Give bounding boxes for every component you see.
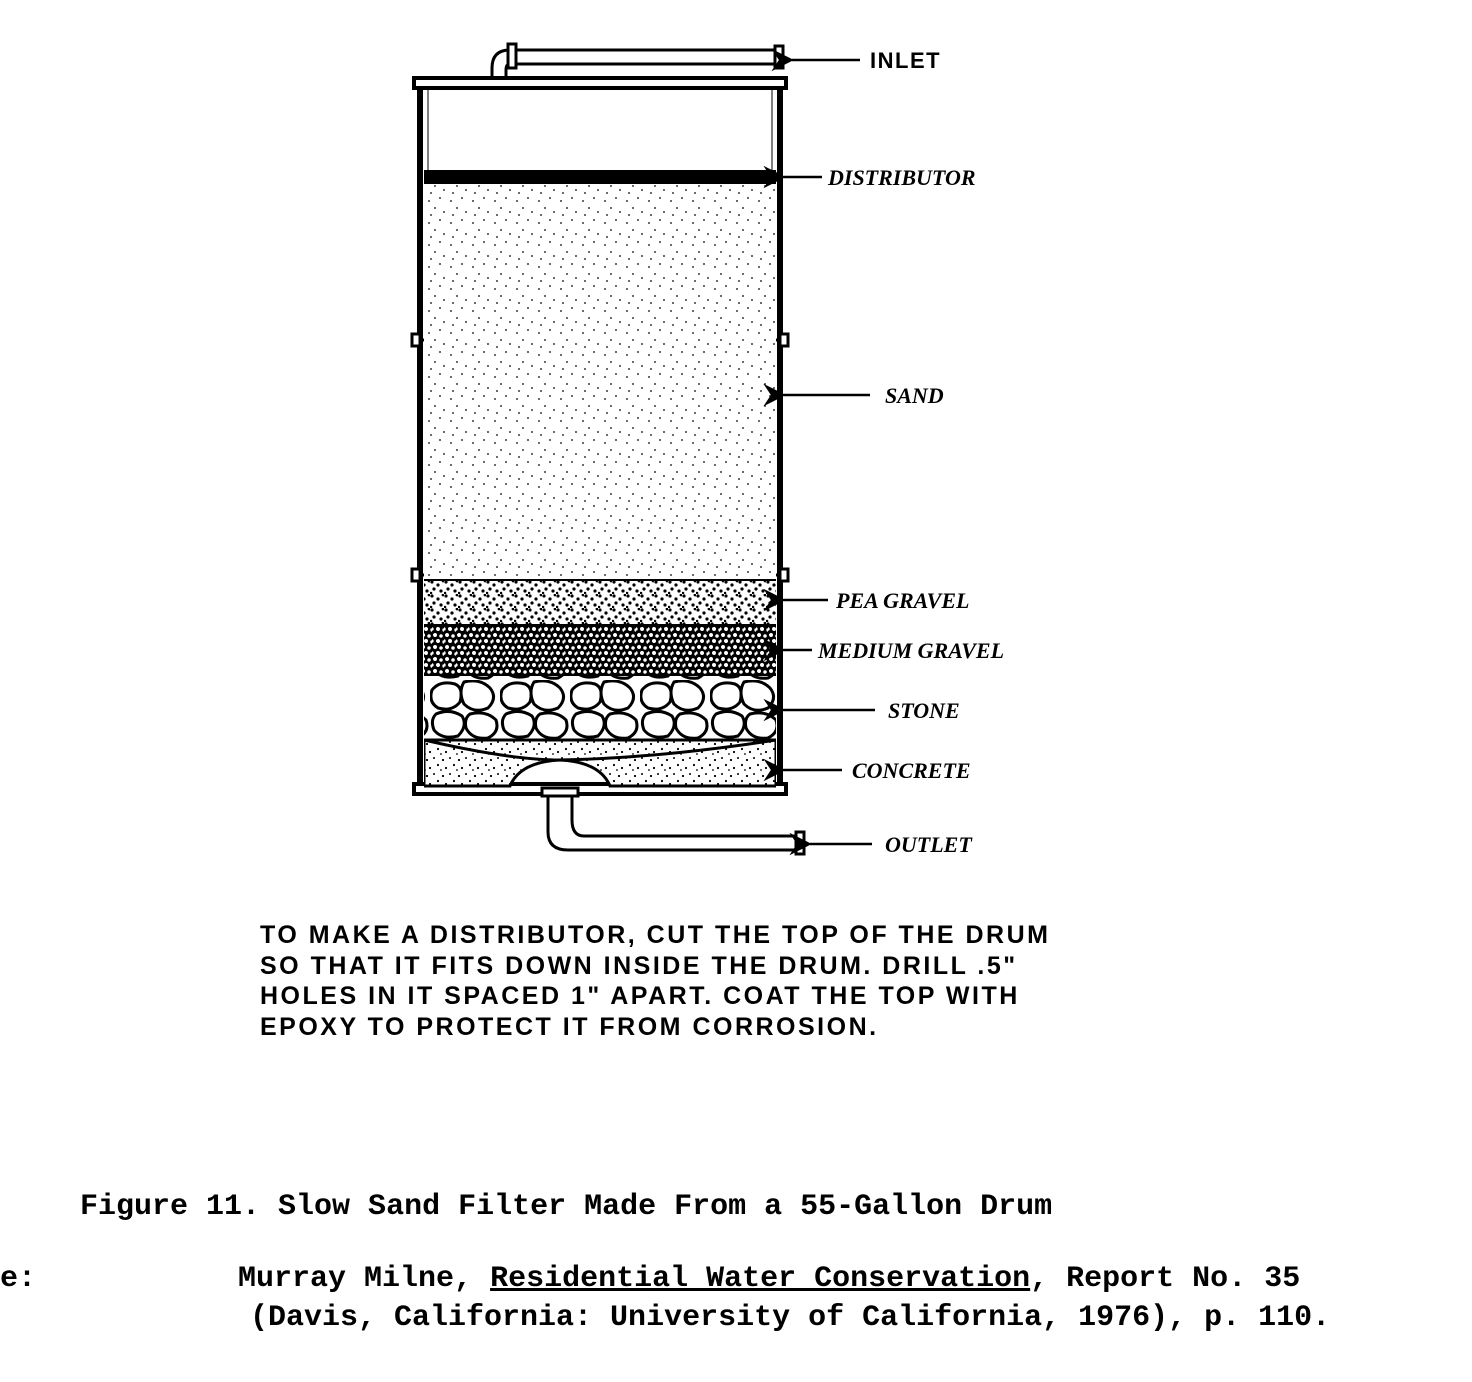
inlet-pipe: [492, 44, 783, 80]
filter-diagram: INLET DISTRIBUTOR SAND PEA GRAVEL MEDIUM…: [360, 20, 1080, 890]
layer-sand: [424, 184, 776, 580]
label-stone: STONE: [888, 698, 960, 723]
layer-distributor: [424, 170, 776, 184]
outlet-pipe: [542, 788, 804, 854]
source-author: Murray Milne,: [238, 1262, 490, 1296]
label-pea-gravel: PEA GRAVEL: [835, 588, 969, 613]
layer-pea-gravel: [424, 580, 776, 625]
label-concrete: CONCRETE: [852, 758, 971, 783]
source-label: Source:: [80, 1260, 220, 1299]
layer-stone: [424, 675, 776, 745]
label-outlet: OUTLET: [885, 832, 973, 857]
distributor-note: TO MAKE A DISTRIBUTOR, CUT THE TOP OF TH…: [260, 920, 1080, 1042]
label-distributor: DISTRIBUTOR: [827, 165, 976, 190]
label-sand: SAND: [885, 383, 944, 408]
figure-title: Slow Sand Filter Made From a 55-Gallon D…: [278, 1190, 1052, 1224]
label-medium-gravel: MEDIUM GRAVEL: [817, 638, 1004, 663]
layer-medium-gravel: [424, 625, 776, 675]
source-citation: Source: Murray Milne, Residential Water …: [80, 1260, 1400, 1338]
source-title: Residential Water Conservation: [490, 1262, 1030, 1296]
figure-number: Figure 11.: [80, 1190, 278, 1224]
label-inlet: INLET: [870, 48, 941, 73]
figure-caption: Figure 11. Slow Sand Filter Made From a …: [80, 1190, 1400, 1224]
